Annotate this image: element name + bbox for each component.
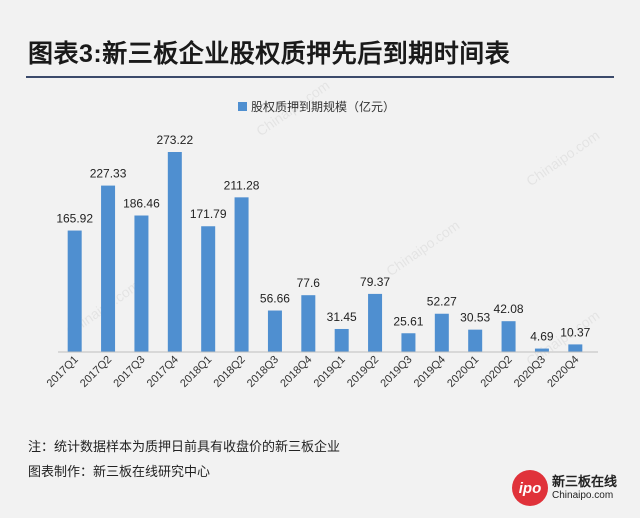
data-label-2018Q4: 77.6 [297,276,321,290]
credit-line: 图表制作：新三板在线研究中心 [28,464,211,479]
logo-mark-icon: ipo [512,470,548,506]
chart-legend: 股权质押到期规模（亿元） [238,98,395,115]
bar-2019Q4 [434,313,449,352]
legend-label: 股权质押到期规模（亿元） [251,100,396,114]
x-tick-label-2018Q4: 2018Q4 [278,354,314,390]
x-tick-label-2018Q3: 2018Q3 [245,354,281,390]
data-label-2018Q3: 56.66 [260,292,290,306]
x-tick-label-2019Q2: 2019Q2 [345,354,381,390]
bar-2017Q4 [167,152,182,352]
data-label-2019Q1: 31.45 [327,310,357,324]
brand-logo: ipo 新三板在线 Chinaipo.com [512,470,617,506]
x-tick-label-2020Q4: 2020Q4 [545,354,581,390]
x-tick-label-2017Q3: 2017Q3 [111,354,147,390]
chart-title: 图表3:新三板企业股权质押先后到期时间表 [28,40,511,68]
data-label-2017Q2: 227.33 [90,167,127,181]
bar-2020Q2 [501,321,516,352]
data-label-2020Q2: 42.08 [494,302,524,316]
data-label-2018Q2: 211.28 [224,178,260,192]
logo-en-text: Chinaipo.com [552,489,614,501]
bar-2018Q2 [234,197,249,352]
bar-2018Q1 [201,226,216,352]
data-label-2018Q1: 171.79 [190,207,227,221]
bar-2018Q4 [301,295,316,352]
data-label-2019Q2: 79.37 [360,275,390,289]
bar-2018Q3 [267,310,282,352]
data-label-2019Q3: 25.61 [393,314,423,328]
x-tick-label-2020Q1: 2020Q1 [445,354,481,390]
x-tick-label-2017Q1: 2017Q1 [45,354,81,390]
data-label-2017Q3: 186.46 [123,197,160,211]
bar-2020Q3 [534,348,549,352]
legend-swatch [238,102,247,111]
x-tick-label-2018Q2: 2018Q2 [212,354,248,390]
footnote: 注：统计数据样本为质押日前具有收盘价的新三板企业 [28,439,341,454]
bar-2019Q2 [368,293,383,352]
x-tick-label-2019Q1: 2019Q1 [312,354,348,390]
data-label-2020Q3: 4.69 [530,330,554,344]
data-label-2020Q1: 30.53 [460,311,490,325]
data-label-2017Q4: 273.22 [156,133,193,147]
data-label-2020Q4: 10.37 [560,325,590,339]
bar-2017Q2 [101,185,116,352]
bar-2020Q4 [568,344,583,352]
title-divider [26,76,614,78]
logo-cn-text: 新三板在线 [552,473,618,489]
data-label-2017Q1: 165.92 [56,212,93,226]
x-tick-label-2017Q4: 2017Q4 [145,354,181,390]
bar-2017Q3 [134,215,149,352]
x-tick-label-2018Q1: 2018Q1 [178,354,214,390]
bar-2019Q1 [334,328,349,352]
x-tick-label-2019Q3: 2019Q3 [378,354,414,390]
x-tick-label-2017Q2: 2017Q2 [78,354,114,390]
bar-2019Q3 [401,333,416,352]
bar-2020Q1 [468,329,483,352]
bar-2017Q1 [67,230,82,352]
x-tick-label-2020Q3: 2020Q3 [512,354,548,390]
x-tick-label-2019Q4: 2019Q4 [412,354,448,390]
data-label-2019Q4: 52.27 [427,295,457,309]
x-tick-label-2020Q2: 2020Q2 [479,354,515,390]
